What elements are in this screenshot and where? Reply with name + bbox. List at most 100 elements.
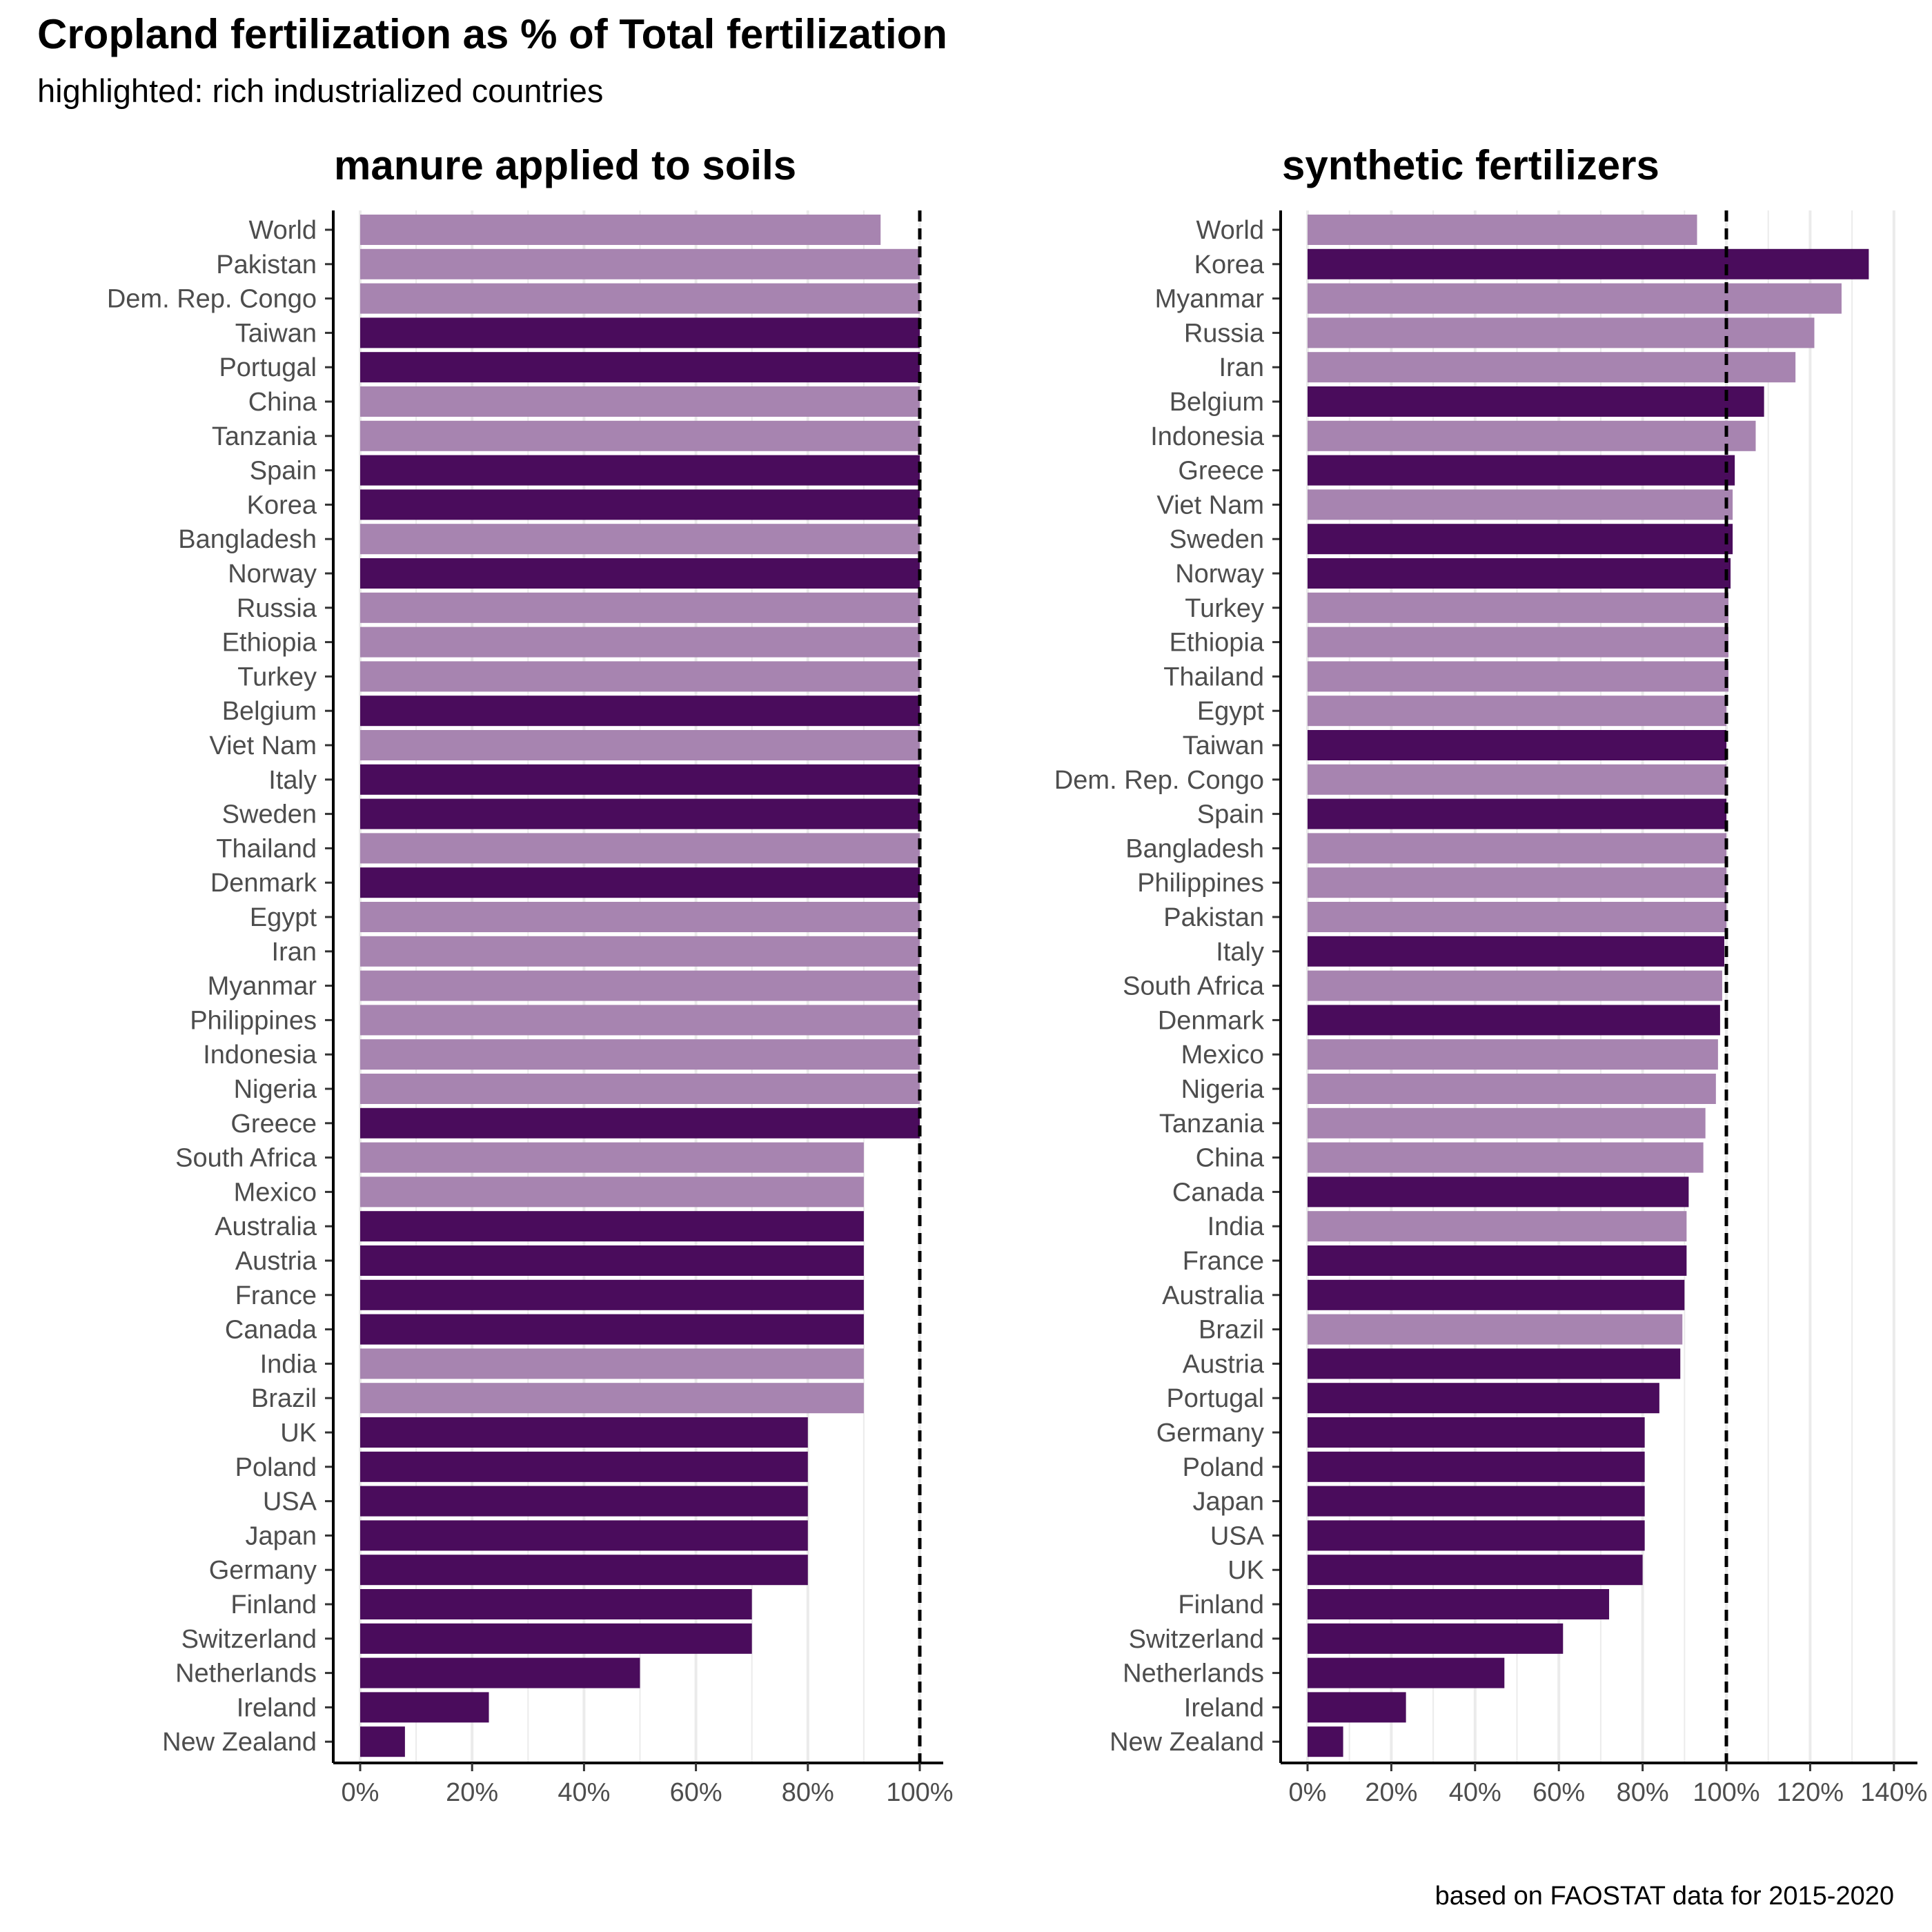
bar-sweden: [1308, 524, 1733, 555]
category-label: Taiwan: [235, 319, 317, 348]
bar-indonesia: [360, 1039, 920, 1070]
category-label: France: [1183, 1247, 1264, 1276]
x-tick-label: 0%: [342, 1778, 379, 1807]
category-label: Poland: [235, 1453, 317, 1482]
panel-synthetic: synthetic fertilizers World Korea Myanmar R…: [1054, 142, 1928, 1807]
bar-thailand: [360, 833, 920, 864]
bar-netherlands: [360, 1657, 640, 1688]
category-label: Greece: [230, 1110, 317, 1138]
category-label: Egypt: [1197, 697, 1265, 726]
bar-russia: [1308, 317, 1815, 348]
bar-dem-rep-congo: [1308, 764, 1726, 795]
bar-usa: [360, 1486, 808, 1517]
bar-switzerland: [1308, 1623, 1564, 1654]
category-label: Iran: [1219, 353, 1264, 382]
bar-viet-nam: [1308, 489, 1733, 520]
bar-belgium: [360, 696, 920, 727]
bar-australia: [360, 1211, 864, 1242]
category-label: Norway: [1175, 560, 1264, 589]
panel-manure: manure applied to soils World Pakistan Dem…: [107, 142, 954, 1807]
bar-uk: [1308, 1555, 1643, 1586]
category-label: Dem. Rep. Congo: [1054, 766, 1264, 795]
bar-taiwan: [1308, 730, 1726, 760]
category-label: Korea: [247, 491, 317, 520]
bar-uk: [360, 1417, 808, 1448]
category-label: Finland: [230, 1590, 317, 1619]
x-tick-label: 140%: [1860, 1778, 1927, 1807]
bar-spain: [1308, 798, 1726, 829]
chart-caption: based on FAOSTAT data for 2015-2020: [1435, 1882, 1894, 1911]
category-label: Nigeria: [1181, 1075, 1265, 1104]
bar-belgium: [1308, 386, 1764, 417]
x-tick-label: 60%: [670, 1778, 722, 1807]
category-label: Portugal: [1166, 1384, 1264, 1413]
bar-india: [1308, 1211, 1687, 1242]
bar-ethiopia: [360, 627, 920, 658]
category-label: Sweden: [222, 800, 317, 829]
bar-usa: [1308, 1520, 1645, 1551]
category-label: Poland: [1183, 1453, 1264, 1482]
bar-australia: [1308, 1279, 1685, 1310]
bar-japan: [360, 1520, 808, 1551]
category-label: Bangladesh: [178, 525, 317, 554]
panel-synthetic-axes: [1272, 210, 1918, 1771]
category-label: Myanmar: [208, 972, 317, 1001]
category-label: South Africa: [175, 1144, 317, 1173]
panel-manure-axes: [325, 210, 943, 1771]
category-label: Norway: [228, 560, 317, 589]
bar-denmark: [360, 867, 920, 898]
category-label: Indonesia: [1150, 422, 1265, 451]
bar-tanzania: [360, 420, 920, 451]
category-label: Switzerland: [181, 1625, 317, 1654]
x-tick-label: 40%: [558, 1778, 610, 1807]
bar-new-zealand: [360, 1726, 405, 1757]
x-tick-label: 40%: [1449, 1778, 1501, 1807]
bar-norway: [1308, 558, 1731, 589]
bar-canada: [1308, 1176, 1689, 1208]
category-label: Thailand: [216, 834, 317, 863]
category-label: UK: [1228, 1556, 1264, 1585]
panel-synthetic-tick-labels: 0% 20% 40% 60% 80% 100% 120% 140%: [1289, 1778, 1928, 1807]
bar-myanmar: [360, 970, 920, 1001]
bar-myanmar: [1308, 283, 1842, 314]
x-tick-label: 0%: [1289, 1778, 1327, 1807]
x-tick-label: 120%: [1777, 1778, 1844, 1807]
category-label: Canada: [1172, 1178, 1265, 1207]
bar-ireland: [1308, 1692, 1406, 1723]
category-label: Pakistan: [1163, 903, 1264, 932]
bar-greece: [360, 1107, 920, 1138]
bar-brazil: [1308, 1314, 1683, 1345]
bar-greece: [1308, 455, 1735, 486]
category-label: Greece: [1178, 457, 1264, 486]
category-label: USA: [1210, 1521, 1265, 1550]
category-label: New Zealand: [1110, 1728, 1264, 1757]
category-label: New Zealand: [162, 1728, 317, 1757]
panel-manure-category-labels: World Pakistan Dem. Rep. Congo Taiwan Portug…: [107, 216, 317, 1757]
bar-portugal: [1308, 1383, 1659, 1414]
bar-iran: [1308, 352, 1796, 383]
category-label: South Africa: [1123, 972, 1265, 1001]
category-label: Japan: [1192, 1488, 1264, 1517]
category-label: Spain: [250, 457, 317, 486]
x-tick-label: 80%: [782, 1778, 834, 1807]
bar-viet-nam: [360, 730, 920, 760]
x-tick-label: 60%: [1532, 1778, 1585, 1807]
bar-philippines: [360, 1005, 920, 1036]
category-label: Korea: [1194, 250, 1265, 279]
category-label: Turkey: [1185, 594, 1264, 623]
category-label: Turkey: [237, 662, 317, 691]
category-label: Netherlands: [1123, 1659, 1264, 1688]
category-label: Ethiopia: [222, 629, 317, 658]
bar-egypt: [360, 902, 920, 932]
bar-korea: [360, 489, 920, 520]
category-label: Netherlands: [175, 1659, 317, 1688]
category-label: Brazil: [251, 1384, 317, 1413]
bar-thailand: [1308, 661, 1729, 692]
bar-turkey: [360, 661, 920, 692]
panel-title-manure: manure applied to soils: [334, 142, 796, 188]
bar-finland: [360, 1589, 752, 1619]
bar-egypt: [1308, 696, 1726, 727]
category-label: Viet Nam: [209, 731, 317, 760]
category-label: Nigeria: [234, 1075, 317, 1104]
category-label: Russia: [1184, 319, 1265, 348]
